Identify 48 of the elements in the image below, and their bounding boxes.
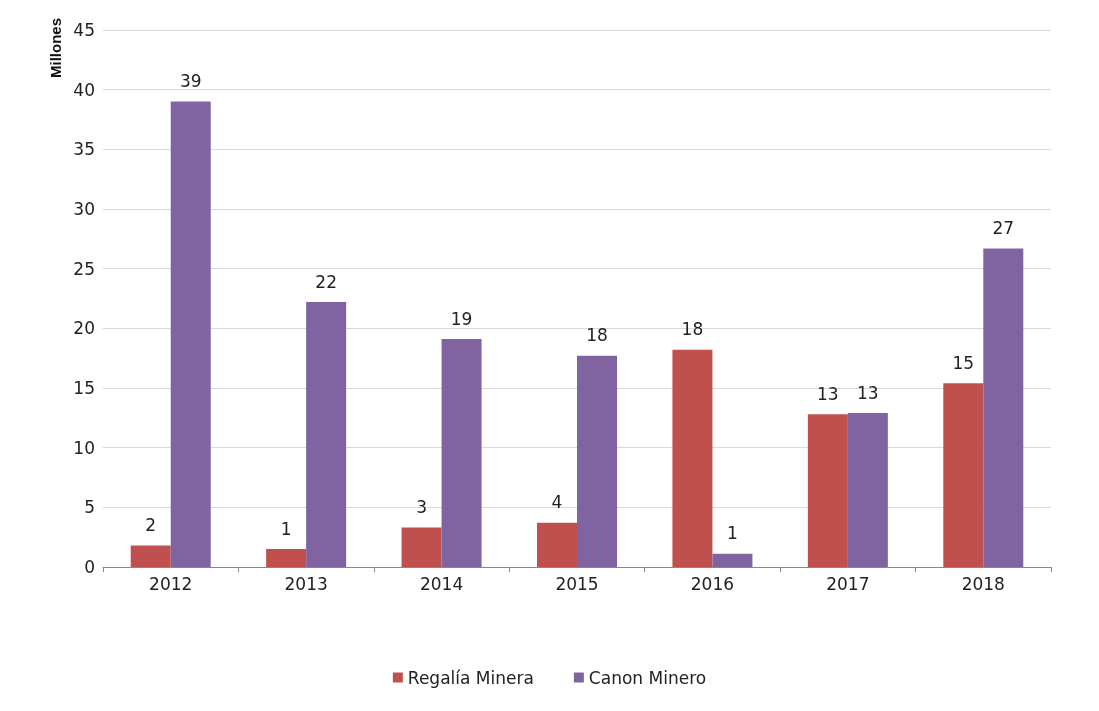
data-label: 4 <box>551 492 563 513</box>
x-tick-label: 2012 <box>149 573 193 594</box>
x-tick-label: 2013 <box>284 573 328 594</box>
bar <box>130 545 171 567</box>
data-label: 1 <box>727 523 738 544</box>
data-label: 13 <box>817 383 839 404</box>
data-label: 18 <box>681 319 704 340</box>
y-tick-label: 15 <box>73 378 95 398</box>
data-label: 13 <box>857 382 879 403</box>
data-label: 2 <box>145 515 157 536</box>
bar <box>537 522 577 567</box>
data-label: 22 <box>315 271 337 292</box>
data-label: 1 <box>280 518 292 539</box>
data-label: 15 <box>952 352 975 373</box>
y-tick-label: 45 <box>73 20 95 40</box>
bar <box>847 413 888 567</box>
data-label: 39 <box>179 71 202 92</box>
bar <box>306 302 347 567</box>
y-tick-label: 40 <box>73 79 95 100</box>
bar <box>441 339 482 567</box>
y-tick-label: 35 <box>73 139 95 160</box>
bar <box>266 549 307 567</box>
bar <box>807 414 848 567</box>
x-tick-label: 2016 <box>690 573 735 594</box>
x-tick-label: 2018 <box>961 573 1005 594</box>
data-label: 27 <box>992 217 1015 238</box>
data-label: 18 <box>586 325 608 346</box>
legend-label: Canon Minero <box>588 667 707 688</box>
y-tick-label: 10 <box>73 437 95 458</box>
x-tick-label: 2015 <box>555 573 599 594</box>
y-tick-label: 30 <box>73 199 95 219</box>
legend-label: Regalía Minera <box>407 667 534 688</box>
bar <box>672 349 713 567</box>
data-label: 3 <box>416 497 427 518</box>
bar <box>577 355 617 567</box>
y-tick-label: 25 <box>73 258 95 279</box>
y-tick-label: 0 <box>84 557 95 577</box>
x-tick-label: 2014 <box>419 573 464 594</box>
y-axis-title: Millones <box>47 18 64 79</box>
bar <box>401 527 442 567</box>
data-label: 19 <box>450 308 473 329</box>
bar <box>170 101 211 567</box>
bar <box>983 248 1024 567</box>
x-tick-label: 2017 <box>826 573 870 594</box>
y-tick-label: 5 <box>84 497 95 518</box>
y-tick-label: 20 <box>73 318 95 339</box>
bar <box>712 553 753 567</box>
bar <box>943 383 984 567</box>
